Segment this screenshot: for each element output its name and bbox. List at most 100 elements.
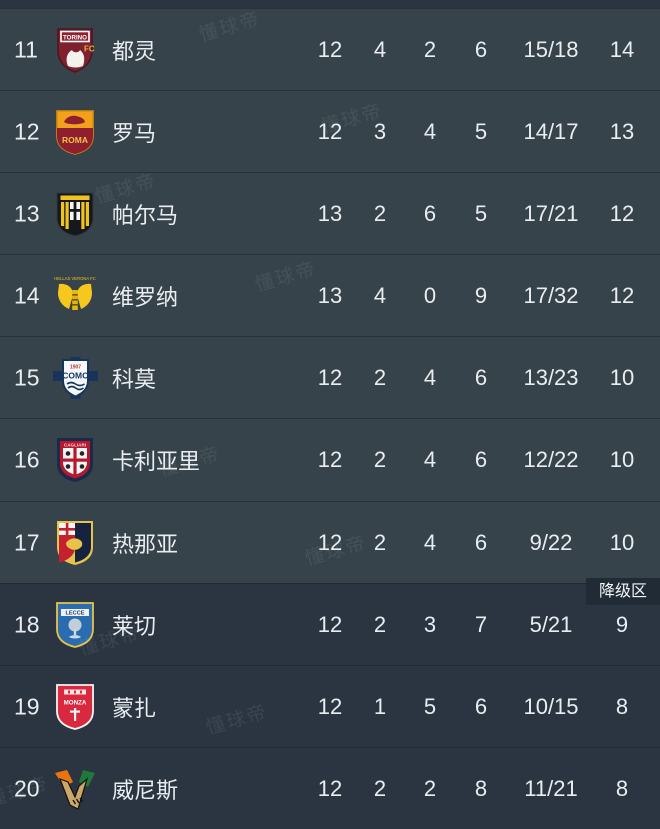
table-row[interactable]: 16 CAGLIARI 卡利亚里 12 2 4 6 12/22 10 [0,418,660,501]
rank: 13 [14,200,40,227]
wins: 2 [373,530,387,555]
cagliari-crest-icon: CAGLIARI [51,436,99,484]
played: 13 [317,201,343,226]
goals-for-against: 9/22 [529,530,573,555]
points: 10 [609,447,635,472]
table-row[interactable]: 15 1907 COMO 科莫 12 2 4 6 13/23 10 [0,336,660,419]
rank: 18 [14,611,40,638]
losses: 8 [474,776,488,801]
crest-text: LECCE [66,611,85,617]
wins: 1 [373,694,387,719]
team-name: 科莫 [112,367,157,392]
table-row[interactable]: 19 MONZA 蒙扎 12 1 5 6 10/15 8 [0,665,660,748]
parma-crest-icon [51,190,99,238]
played: 12 [317,694,343,719]
crest-text: ROMA [62,135,88,145]
losses: 5 [474,201,488,226]
wins: 3 [373,119,387,144]
table-row[interactable]: 14 HELLAS VERONA FC 维罗纳 13 4 0 9 17/32 1… [0,254,660,337]
played: 12 [317,530,343,555]
goals-for-against: 17/21 [523,201,579,226]
draws: 4 [423,447,437,472]
table-row[interactable]: 17 热那亚 12 2 4 6 9/22 10 [0,501,660,584]
crest-text: 1907 [69,364,80,370]
goals-for-against: 13/23 [523,365,579,390]
points: 9 [615,612,629,637]
crest-text: COMO [62,370,89,380]
team-name: 罗马 [112,121,157,146]
played: 12 [317,447,343,472]
wins: 4 [373,37,387,62]
team-name: 莱切 [112,614,157,639]
goals-for-against: 11/21 [524,776,578,801]
played: 12 [317,776,343,801]
wins: 2 [373,612,387,637]
played: 12 [317,365,343,390]
draws: 4 [423,119,437,144]
wins: 2 [373,201,387,226]
como-crest-icon: 1907 COMO [51,354,99,402]
draws: 3 [423,612,437,637]
draws: 4 [423,365,437,390]
goals-for-against: 15/18 [523,37,579,62]
wins: 4 [373,283,387,308]
verona-crest-icon: HELLAS VERONA FC [51,272,99,320]
relegation-zone-tag: 降级区 [585,578,660,605]
losses: 7 [474,612,488,637]
points: 10 [609,530,635,555]
points: 8 [615,776,629,801]
goals-for-against: 5/21 [529,612,573,637]
played: 12 [317,612,343,637]
goals-for-against: 12/22 [523,447,579,472]
draws: 4 [423,530,437,555]
wins: 2 [373,365,387,390]
draws: 5 [423,694,437,719]
losses: 6 [474,694,488,719]
draws: 2 [423,37,437,62]
points: 14 [609,37,635,62]
crest-text: MONZA [64,700,87,707]
team-name: 帕尔马 [112,203,179,228]
points: 12 [609,201,635,226]
goals-for-against: 17/32 [523,283,579,308]
goals-for-against: 14/17 [523,119,579,144]
goals-for-against: 10/15 [523,694,579,719]
rank: 12 [14,118,40,145]
rank: 19 [14,693,40,720]
points: 13 [609,119,635,144]
table-row[interactable]: 13 帕尔马 13 2 6 5 17/21 12 [0,172,660,255]
points: 10 [609,365,635,390]
team-name: 卡利亚里 [112,449,201,474]
losses: 6 [474,365,488,390]
table-row[interactable]: 18 LECCE 莱切 12 2 3 7 5/21 9 [0,583,660,666]
draws: 6 [423,201,437,226]
table-row[interactable]: 12 ROMA 罗马 12 3 4 5 14/17 13 [0,90,660,173]
played: 13 [317,283,343,308]
table-row[interactable]: 11 TORINO FC 都灵 12 4 2 6 15/18 14 [0,8,660,91]
roma-crest-icon: ROMA [51,108,99,156]
table-row[interactable]: 20 威尼斯 12 2 2 8 11/21 8 [0,747,660,829]
rank: 14 [14,282,40,309]
crest-text: HELLAS VERONA FC [54,276,95,281]
crest-text: TORINO [63,34,87,41]
wins: 2 [373,776,387,801]
rank: 17 [14,529,40,556]
rank: 20 [14,775,40,802]
rank: 16 [14,446,40,473]
played: 12 [317,119,343,144]
losses: 5 [474,119,488,144]
draws: 2 [423,776,437,801]
team-name: 威尼斯 [112,778,179,803]
rank: 11 [14,36,38,63]
team-name: 热那亚 [112,532,179,557]
played: 12 [317,37,343,62]
team-name: 维罗纳 [112,285,179,310]
genoa-crest-icon [51,519,99,567]
lecce-crest-icon: LECCE [51,601,99,649]
losses: 6 [474,530,488,555]
losses: 6 [474,447,488,472]
losses: 6 [474,37,488,62]
team-name: 都灵 [112,39,157,64]
venezia-crest-icon [51,765,99,813]
